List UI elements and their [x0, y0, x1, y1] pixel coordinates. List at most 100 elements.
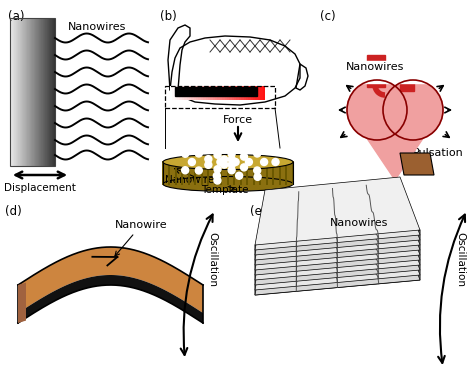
Text: (b): (b): [160, 10, 177, 23]
Bar: [175, 87, 257, 96]
Text: Template: Template: [201, 185, 249, 195]
Bar: [206, 86, 209, 100]
Bar: [12, 18, 13, 166]
Bar: [44, 18, 45, 166]
Bar: [27, 18, 28, 166]
Bar: [191, 86, 194, 100]
Bar: [37, 18, 38, 166]
Bar: [199, 86, 201, 100]
Polygon shape: [255, 217, 420, 285]
Bar: [345, 61, 445, 83]
Bar: [53, 18, 54, 166]
Bar: [251, 86, 254, 100]
Bar: [48, 18, 49, 166]
Circle shape: [246, 159, 252, 166]
Circle shape: [240, 164, 247, 171]
Bar: [208, 86, 211, 100]
Circle shape: [254, 174, 261, 180]
Bar: [47, 18, 48, 166]
Text: Oscillation: Oscillation: [455, 233, 465, 288]
Bar: [203, 86, 206, 100]
Circle shape: [254, 150, 261, 157]
Polygon shape: [255, 222, 420, 290]
Bar: [170, 86, 173, 100]
Bar: [36, 18, 37, 166]
Circle shape: [214, 151, 221, 158]
Bar: [19, 18, 20, 166]
Polygon shape: [255, 230, 420, 295]
Polygon shape: [163, 162, 293, 184]
Bar: [175, 86, 178, 100]
Bar: [180, 86, 182, 100]
Bar: [38, 18, 39, 166]
Bar: [201, 86, 204, 100]
Bar: [220, 86, 223, 100]
Circle shape: [254, 144, 261, 151]
Bar: [25, 18, 26, 166]
Bar: [13, 18, 14, 166]
Bar: [15, 18, 16, 166]
Bar: [46, 18, 47, 166]
Circle shape: [188, 159, 195, 166]
Text: Oscillation: Oscillation: [207, 233, 217, 288]
Bar: [18, 18, 19, 166]
Circle shape: [205, 161, 212, 168]
Bar: [17, 18, 18, 166]
Bar: [258, 86, 261, 100]
Text: Force: Force: [223, 115, 253, 125]
Bar: [28, 18, 29, 166]
Bar: [367, 55, 385, 87]
Bar: [32, 18, 33, 166]
Bar: [248, 86, 251, 100]
Bar: [37, 18, 38, 166]
Bar: [27, 18, 28, 166]
Circle shape: [195, 150, 202, 157]
Polygon shape: [255, 177, 420, 245]
Bar: [263, 86, 265, 100]
Bar: [34, 18, 35, 166]
Bar: [28, 18, 29, 166]
Bar: [16, 18, 17, 166]
Circle shape: [236, 145, 243, 152]
Text: Nanowires: Nanowires: [165, 175, 219, 185]
Circle shape: [261, 159, 268, 166]
Bar: [173, 86, 175, 100]
Circle shape: [221, 156, 228, 163]
Circle shape: [182, 167, 189, 174]
Bar: [232, 86, 235, 100]
Bar: [18, 18, 19, 166]
Text: (c): (c): [320, 10, 336, 23]
Circle shape: [214, 140, 221, 147]
Bar: [237, 86, 239, 100]
Circle shape: [182, 150, 189, 157]
Bar: [222, 86, 225, 100]
Bar: [10, 18, 11, 166]
Bar: [46, 18, 47, 166]
Bar: [184, 86, 187, 100]
Bar: [234, 86, 237, 100]
Bar: [182, 86, 185, 100]
Bar: [39, 18, 40, 166]
Bar: [246, 86, 249, 100]
Text: Nanowires: Nanowires: [346, 62, 404, 72]
Bar: [194, 86, 197, 100]
Circle shape: [195, 167, 202, 174]
Text: Nanowires: Nanowires: [330, 218, 388, 228]
Bar: [16, 18, 17, 166]
Text: (e): (e): [250, 205, 266, 218]
Circle shape: [232, 159, 239, 166]
Bar: [30, 18, 31, 166]
Bar: [215, 86, 218, 100]
Polygon shape: [255, 227, 420, 295]
Bar: [225, 86, 228, 100]
Bar: [20, 18, 21, 166]
Bar: [177, 86, 180, 100]
Bar: [229, 86, 232, 100]
Bar: [51, 18, 52, 166]
Bar: [10, 18, 11, 166]
Circle shape: [383, 80, 443, 140]
Bar: [43, 18, 44, 166]
Bar: [11, 18, 12, 166]
Bar: [244, 86, 246, 100]
Circle shape: [228, 156, 235, 163]
